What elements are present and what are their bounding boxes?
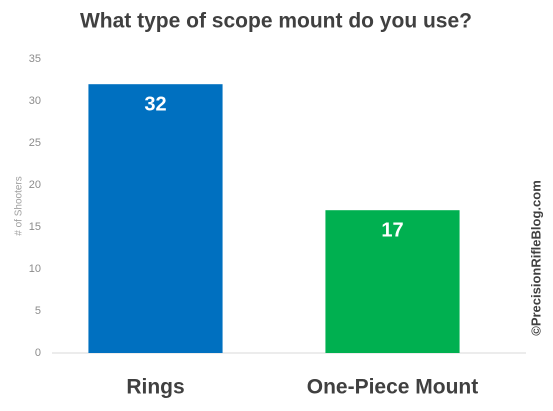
y-tick-label: 30 bbox=[29, 95, 41, 107]
y-tick-label: 0 bbox=[35, 347, 41, 359]
y-tick-label: 5 bbox=[35, 305, 41, 317]
y-tick-label: 10 bbox=[29, 263, 41, 275]
y-tick-label: 20 bbox=[29, 179, 41, 191]
bar bbox=[325, 210, 460, 353]
y-tick-label: 15 bbox=[29, 221, 41, 233]
watermark: ©PrecisionRifleBlog.com bbox=[528, 180, 543, 336]
data-label: 17 bbox=[381, 219, 403, 241]
x-tick-label: One-Piece Mount bbox=[307, 376, 479, 399]
y-axis-label: # of Shooters bbox=[14, 176, 25, 235]
bar bbox=[88, 84, 223, 353]
data-label: 32 bbox=[144, 93, 166, 115]
chart-title: What type of scope mount do you use? bbox=[80, 10, 472, 33]
y-tick-label: 25 bbox=[29, 137, 41, 149]
x-tick-label: Rings bbox=[126, 376, 184, 399]
y-tick-label: 35 bbox=[29, 53, 41, 65]
